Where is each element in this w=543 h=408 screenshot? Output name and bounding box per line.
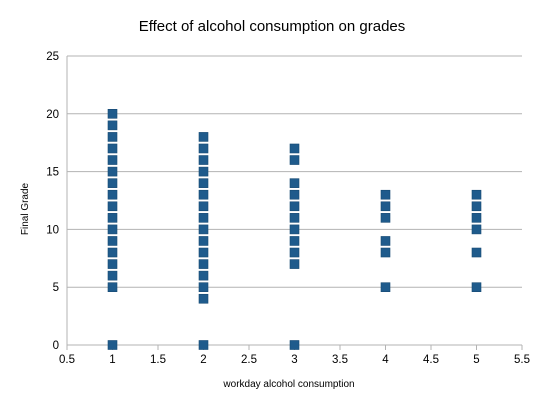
data-point [198, 132, 209, 142]
data-point [471, 189, 482, 200]
data-point [289, 236, 300, 246]
data-point [107, 259, 118, 269]
data-point [107, 178, 118, 188]
x-tick-label: 4 [382, 354, 389, 366]
y-axis-label: Final Grade [20, 182, 31, 235]
y-tick-label: 5 [53, 282, 59, 294]
x-tick-label: 0.5 [59, 354, 75, 366]
data-point [471, 201, 482, 212]
data-point [471, 224, 482, 235]
data-point [289, 178, 300, 188]
y-tick-label: 0 [53, 340, 59, 352]
data-point [198, 270, 209, 281]
data-point [380, 247, 391, 258]
x-tick-label: 4.5 [423, 354, 439, 366]
data-point [198, 213, 209, 223]
data-point [471, 282, 482, 293]
data-point [289, 340, 300, 350]
x-tick-label: 5 [473, 354, 479, 366]
data-point [107, 247, 118, 258]
data-point [198, 143, 209, 154]
data-point [198, 166, 209, 177]
x-tick-label: 3.5 [332, 354, 348, 366]
data-point [198, 201, 209, 212]
data-point [198, 178, 209, 188]
data-point [289, 224, 300, 235]
grid-lines [66, 55, 522, 346]
data-point [289, 247, 300, 258]
data-point [198, 236, 209, 246]
y-tick-label: 15 [46, 167, 59, 179]
data-point [471, 247, 482, 258]
data-point [198, 259, 209, 269]
data-point [198, 340, 209, 350]
data-point [107, 155, 118, 165]
x-tick-label: 2.5 [241, 354, 257, 366]
data-point [380, 189, 391, 200]
x-tick-label: 1.5 [150, 354, 166, 366]
data-point [289, 189, 300, 200]
data-point [107, 109, 118, 119]
data-point [198, 189, 209, 200]
data-point [107, 166, 118, 177]
data-point [471, 213, 482, 223]
x-tick-label: 5.5 [514, 354, 530, 366]
data-point [198, 282, 209, 293]
data-points [107, 109, 482, 350]
data-point [107, 132, 118, 142]
x-axis-ticks: 0.5 1 1.5 2 2.5 3 3.5 4 4.5 5 5.5 [59, 345, 530, 366]
data-point [198, 155, 209, 165]
data-point [107, 120, 118, 131]
data-point [380, 213, 391, 223]
data-point [107, 236, 118, 246]
x-tick-label: 2 [200, 354, 206, 366]
y-tick-label: 25 [46, 51, 59, 63]
data-point [107, 143, 118, 154]
data-point [107, 189, 118, 200]
data-point [289, 213, 300, 223]
data-point [107, 213, 118, 223]
data-point [198, 293, 209, 304]
data-point [198, 224, 209, 235]
data-point [107, 340, 118, 350]
data-point [289, 155, 300, 165]
data-point [198, 247, 209, 258]
y-tick-label: 20 [46, 109, 59, 121]
x-axis-label: workday alcohol consumption [222, 379, 354, 390]
data-point [380, 282, 391, 293]
data-point [289, 201, 300, 212]
chart-title: Effect of alcohol consumption on grades [139, 18, 406, 35]
y-axis-ticks: 0 5 10 15 20 25 [46, 51, 59, 352]
data-point [107, 201, 118, 212]
data-point [289, 259, 300, 269]
data-point [107, 224, 118, 235]
x-tick-label: 3 [291, 354, 297, 366]
data-point [380, 236, 391, 246]
data-point [107, 270, 118, 281]
x-tick-label: 1 [109, 354, 115, 366]
data-point [107, 282, 118, 293]
data-point [380, 201, 391, 212]
y-tick-label: 10 [46, 224, 59, 236]
data-point [289, 143, 300, 154]
